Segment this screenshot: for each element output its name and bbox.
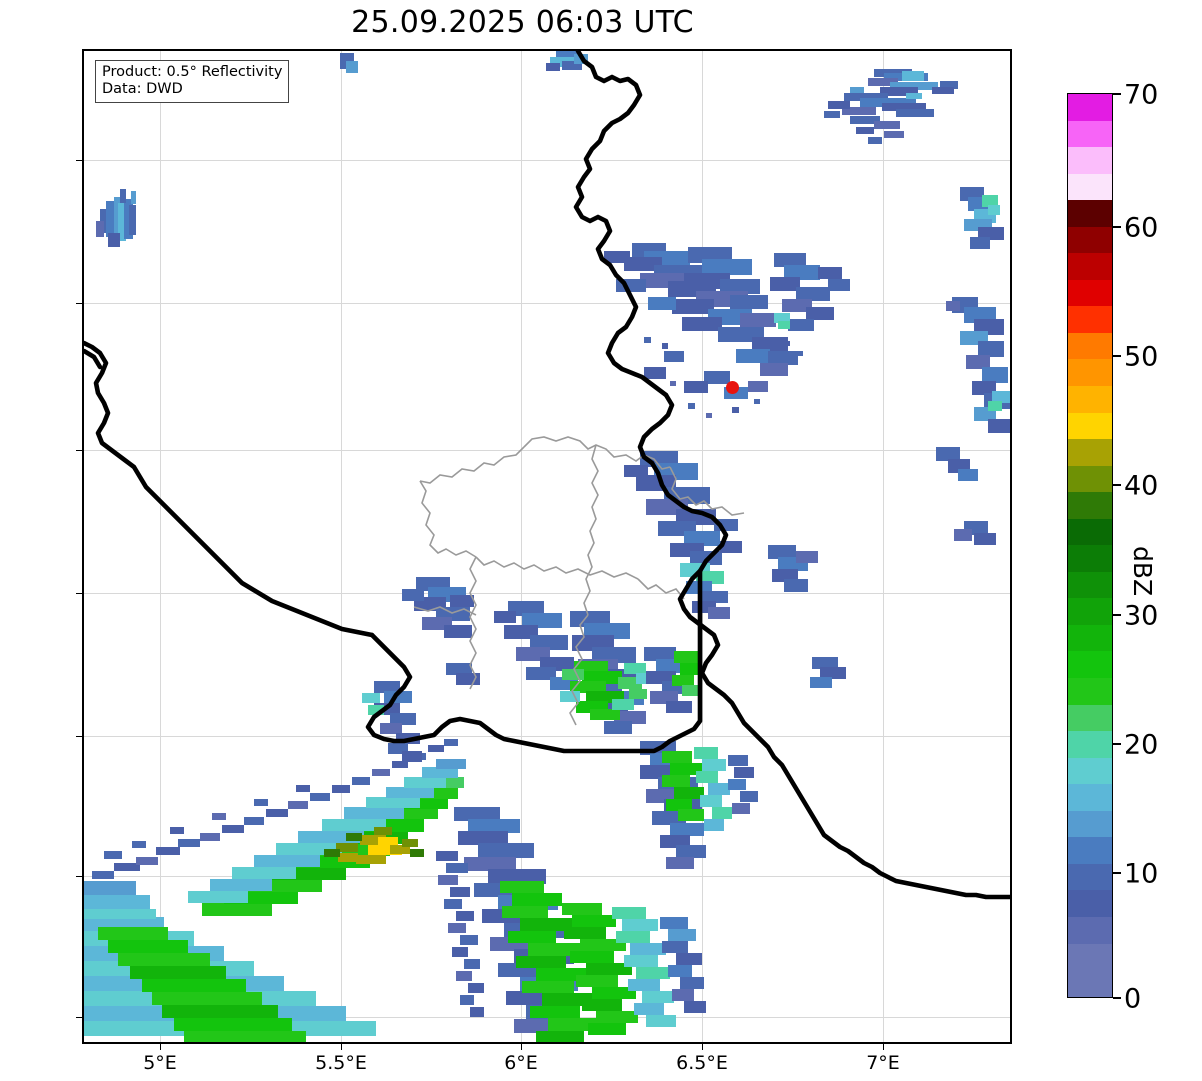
radar-site-marker[interactable] bbox=[726, 381, 739, 394]
colorbar-label-0: 0 bbox=[1124, 983, 1142, 1015]
colorbar-segment bbox=[1068, 571, 1112, 599]
colorbar-segment bbox=[1068, 359, 1112, 387]
colorbar-segment bbox=[1068, 173, 1112, 201]
national-borders bbox=[84, 51, 1010, 900]
colorbar-segment bbox=[1068, 624, 1112, 652]
echo-luxembourg-area bbox=[402, 577, 702, 734]
page-title: 25.09.2025 06:03 UTC bbox=[351, 5, 694, 40]
colorbar-label-40: 40 bbox=[1124, 470, 1159, 502]
product-info-box: Product: 0.5° Reflectivity Data: DWD bbox=[95, 60, 290, 104]
colorbar-label-20: 20 bbox=[1124, 729, 1159, 761]
colorbar-segment bbox=[1068, 890, 1112, 917]
colorbar-segment bbox=[1068, 916, 1112, 944]
colorbar-segment bbox=[1068, 731, 1112, 758]
colorbar-segment bbox=[1068, 492, 1112, 519]
echo-north-small-b bbox=[340, 53, 358, 73]
colorbar-segment bbox=[1068, 147, 1112, 174]
colorbar-label-50: 50 bbox=[1124, 341, 1159, 373]
colorbar-segment bbox=[1068, 757, 1112, 785]
colorbar-segment bbox=[1068, 306, 1112, 333]
colorbar-segment bbox=[1068, 279, 1112, 307]
colorbar-segment bbox=[1068, 439, 1112, 466]
colorbar-segment bbox=[1068, 863, 1112, 891]
x-tick-label-6-5: 6.5°E bbox=[676, 1052, 728, 1074]
echo-ne-cluster bbox=[824, 69, 958, 144]
radar-reflectivity-layer bbox=[84, 51, 1010, 1042]
colorbar-segment bbox=[1068, 784, 1112, 811]
colorbar-title: dBZ bbox=[1128, 546, 1157, 597]
region-boundaries bbox=[413, 436, 745, 726]
colorbar-label-10: 10 bbox=[1124, 858, 1159, 890]
colorbar-segment bbox=[1068, 810, 1112, 838]
map-borders-layer bbox=[84, 51, 1010, 900]
colorbar-segment bbox=[1068, 94, 1112, 121]
colorbar-segment bbox=[1068, 651, 1112, 679]
x-tick-label-5-5: 5.5°E bbox=[315, 1052, 367, 1074]
colorbar-label-60: 60 bbox=[1124, 212, 1159, 244]
echo-nw-small bbox=[96, 189, 136, 247]
colorbar-label-30: 30 bbox=[1124, 600, 1159, 632]
colorbar-segment bbox=[1068, 412, 1112, 440]
colorbar-segment bbox=[1068, 253, 1112, 280]
colorbar-segment bbox=[1068, 200, 1112, 227]
info-data-line: Data: DWD bbox=[102, 81, 183, 98]
colorbar-segment bbox=[1068, 704, 1112, 732]
echo-south-central-band bbox=[436, 807, 706, 1042]
colorbar-label-70: 70 bbox=[1124, 79, 1159, 111]
info-product-line: Product: 0.5° Reflectivity bbox=[102, 64, 283, 80]
colorbar-segment bbox=[1068, 598, 1112, 625]
colorbar-segment bbox=[1068, 332, 1112, 360]
echo-east-tail bbox=[640, 657, 846, 869]
colorbar-segment bbox=[1068, 518, 1112, 546]
radar-map-canvas[interactable]: Product: 0.5° Reflectivity Data: DWD bbox=[82, 49, 1012, 1044]
colorbar-segment bbox=[1068, 837, 1112, 864]
colorbar-segment bbox=[1068, 120, 1112, 148]
colorbar-segment bbox=[1068, 386, 1112, 413]
colorbar-segment bbox=[1068, 970, 1112, 997]
x-tick-label-7: 7°E bbox=[866, 1052, 900, 1074]
x-tick-label-5: 5°E bbox=[143, 1052, 177, 1074]
echo-radar-vicinity bbox=[604, 243, 850, 418]
echo-sw-band bbox=[84, 739, 466, 1042]
colorbar-segment bbox=[1068, 465, 1112, 493]
x-tick-label-6: 6°E bbox=[504, 1052, 538, 1074]
colorbar-segment bbox=[1068, 943, 1112, 971]
colorbar-segment bbox=[1068, 226, 1112, 254]
colorbar[interactable] bbox=[1067, 93, 1113, 998]
colorbar-segment bbox=[1068, 545, 1112, 572]
echo-east-edge bbox=[936, 187, 1010, 545]
colorbar-segment bbox=[1068, 678, 1112, 705]
